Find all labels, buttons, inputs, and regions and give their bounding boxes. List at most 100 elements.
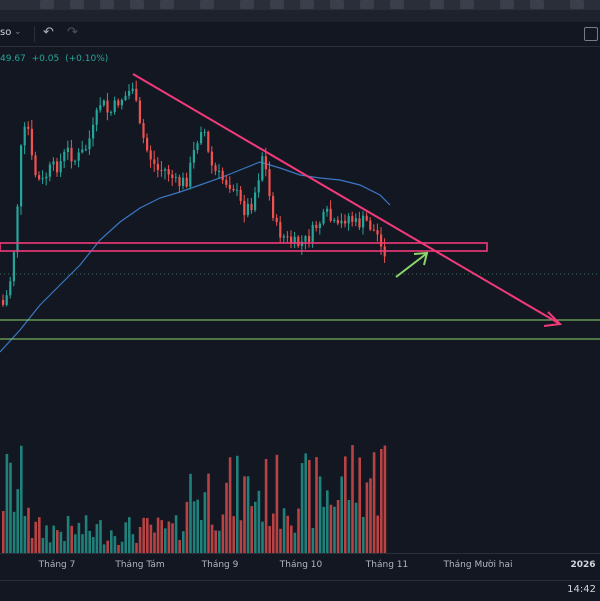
candle-body	[41, 178, 44, 180]
volume-bar	[5, 453, 9, 553]
candle-body	[210, 151, 213, 166]
candle-body	[59, 161, 62, 173]
volume-bar	[272, 513, 275, 553]
tab[interactable]	[160, 0, 174, 9]
volume-bar	[380, 448, 383, 553]
candle-body	[354, 218, 357, 222]
candle-body	[189, 162, 192, 187]
candle-body	[135, 88, 138, 101]
time-axis[interactable]: Tháng 7 Tháng Tám Tháng 9 Tháng 10 Tháng…	[0, 553, 600, 580]
volume-bar	[70, 525, 73, 553]
volume-bar	[182, 531, 185, 553]
volume-bar	[92, 537, 95, 553]
candle-body	[138, 100, 141, 124]
candle-body	[66, 147, 69, 152]
tab[interactable]	[390, 0, 404, 9]
chart-toolbar: so ⌄ ↶ ↷	[0, 22, 600, 47]
undo-icon[interactable]: ↶	[43, 25, 54, 40]
interval-selector[interactable]: so	[0, 27, 12, 38]
candle-body	[225, 180, 228, 185]
tab[interactable]	[200, 0, 214, 9]
volume-bar	[365, 482, 369, 553]
candle-body	[376, 230, 379, 235]
candle-body	[2, 300, 5, 305]
volume-bar	[308, 459, 311, 553]
volume-bar	[369, 478, 372, 553]
moving-average-path	[0, 161, 391, 353]
candle-body	[52, 161, 55, 165]
volume-bar	[81, 534, 84, 553]
candle-body	[218, 170, 221, 172]
volume-bar	[52, 525, 55, 553]
volume-bar	[124, 522, 127, 553]
candle-body	[372, 229, 375, 231]
tab[interactable]	[330, 0, 344, 9]
candle-body	[70, 147, 73, 162]
volume-bar	[236, 455, 239, 553]
price-change: +0.05	[31, 54, 60, 64]
tab[interactable]	[240, 0, 254, 9]
volume-bar	[160, 520, 163, 553]
candle-body	[171, 174, 174, 178]
volume-bar	[20, 445, 23, 553]
candle-body	[311, 224, 314, 242]
tab[interactable]	[500, 0, 514, 9]
price-chart[interactable]	[0, 46, 600, 553]
tab[interactable]	[570, 0, 584, 9]
volume-bar	[174, 515, 178, 553]
volume-bar	[322, 506, 325, 553]
volume-bar	[12, 511, 16, 553]
candle-body	[167, 169, 170, 175]
redo-icon[interactable]: ↷	[67, 25, 78, 40]
tab[interactable]	[40, 0, 54, 9]
candle-body	[358, 218, 361, 228]
volume-bar	[347, 500, 351, 553]
candle-body	[207, 131, 210, 152]
tab[interactable]	[70, 0, 84, 9]
tab-strip	[0, 0, 600, 10]
chevron-down-icon[interactable]: ⌄	[14, 27, 22, 37]
volume-bar	[74, 534, 77, 553]
tab[interactable]	[360, 0, 374, 9]
candle-body	[250, 203, 253, 211]
volume-bar	[56, 530, 59, 553]
volume-bar	[243, 476, 246, 553]
tab[interactable]	[460, 0, 474, 9]
candle-body	[153, 159, 156, 164]
volume-bar	[254, 501, 257, 553]
tab[interactable]	[300, 0, 314, 9]
candle-body	[293, 236, 296, 244]
candle-body	[232, 188, 235, 191]
candle-body	[264, 156, 267, 170]
candle-body	[340, 220, 343, 224]
candle-body	[74, 160, 77, 162]
fullscreen-icon[interactable]	[584, 27, 598, 41]
tab[interactable]	[130, 0, 144, 9]
resistance-zone	[0, 242, 488, 252]
volume-bar	[257, 490, 261, 553]
candle-body	[48, 164, 51, 177]
candle-body	[344, 220, 347, 224]
tab[interactable]	[530, 0, 544, 9]
volume-bar	[135, 542, 138, 553]
price-change-percent: (+0.10%)	[65, 54, 109, 64]
candle-body	[322, 211, 325, 224]
volume-bar	[156, 517, 160, 553]
x-tick-label: Tháng 10	[279, 560, 323, 570]
volume-bar	[41, 537, 45, 553]
candle-body	[84, 149, 87, 151]
volume-bar	[106, 540, 109, 553]
candle-body	[203, 131, 206, 133]
candle-body	[365, 215, 368, 221]
volume-bar	[232, 516, 235, 553]
drawing-tools[interactable]	[0, 73, 600, 340]
volume-bar	[286, 515, 289, 553]
candle-body	[156, 163, 159, 170]
volume-bar	[293, 532, 297, 553]
tab[interactable]	[430, 0, 444, 9]
tab[interactable]	[100, 0, 114, 9]
candle-body	[178, 176, 181, 187]
volume-bar	[354, 502, 358, 553]
candle-body	[5, 295, 8, 305]
tab[interactable]	[270, 0, 284, 9]
